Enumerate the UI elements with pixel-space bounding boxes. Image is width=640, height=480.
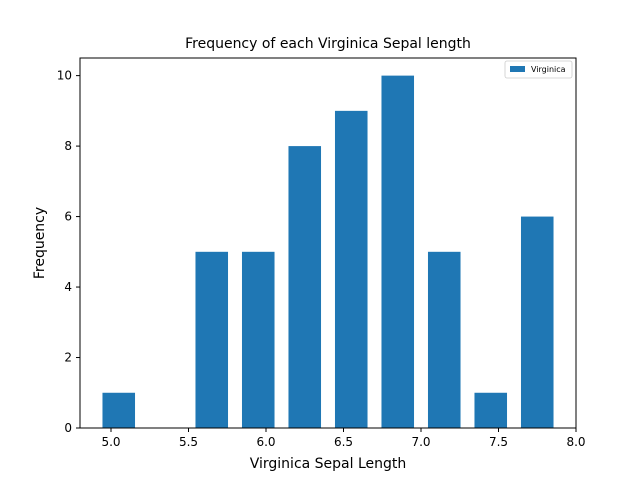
- x-tick-label: 7.5: [489, 435, 508, 449]
- bar: [381, 75, 415, 428]
- x-tick-label: 6.0: [256, 435, 275, 449]
- y-tick-label: 8: [64, 139, 72, 153]
- y-tick-label: 0: [64, 421, 72, 435]
- bar: [520, 216, 554, 428]
- bar: [102, 392, 136, 428]
- legend-box: [504, 60, 573, 79]
- bar: [288, 146, 322, 428]
- bar: [427, 251, 461, 428]
- legend-label: Virginica: [531, 65, 566, 74]
- x-tick-label: 5.5: [179, 435, 198, 449]
- bar: [241, 251, 275, 428]
- y-tick-label: 2: [64, 351, 72, 365]
- bar: [195, 251, 229, 428]
- bar: [474, 392, 508, 428]
- axes-frame: [79, 57, 577, 429]
- y-tick-label: 6: [64, 210, 72, 224]
- legend: Virginica: [504, 60, 573, 79]
- x-tick-label: 6.5: [334, 435, 353, 449]
- y-axis-label: Frequency: [32, 207, 48, 279]
- x-tick-label: 8.0: [566, 435, 585, 449]
- y-tick-label: 4: [64, 280, 72, 294]
- bar: [334, 110, 368, 428]
- legend-swatch: [510, 66, 525, 72]
- x-tick-label: 7.0: [411, 435, 430, 449]
- x-axis-label: Virginica Sepal Length: [250, 456, 407, 472]
- chart-title: Frequency of each Virginica Sepal length: [185, 36, 471, 52]
- y-tick-label: 10: [57, 69, 72, 83]
- x-tick-label: 5.0: [101, 435, 120, 449]
